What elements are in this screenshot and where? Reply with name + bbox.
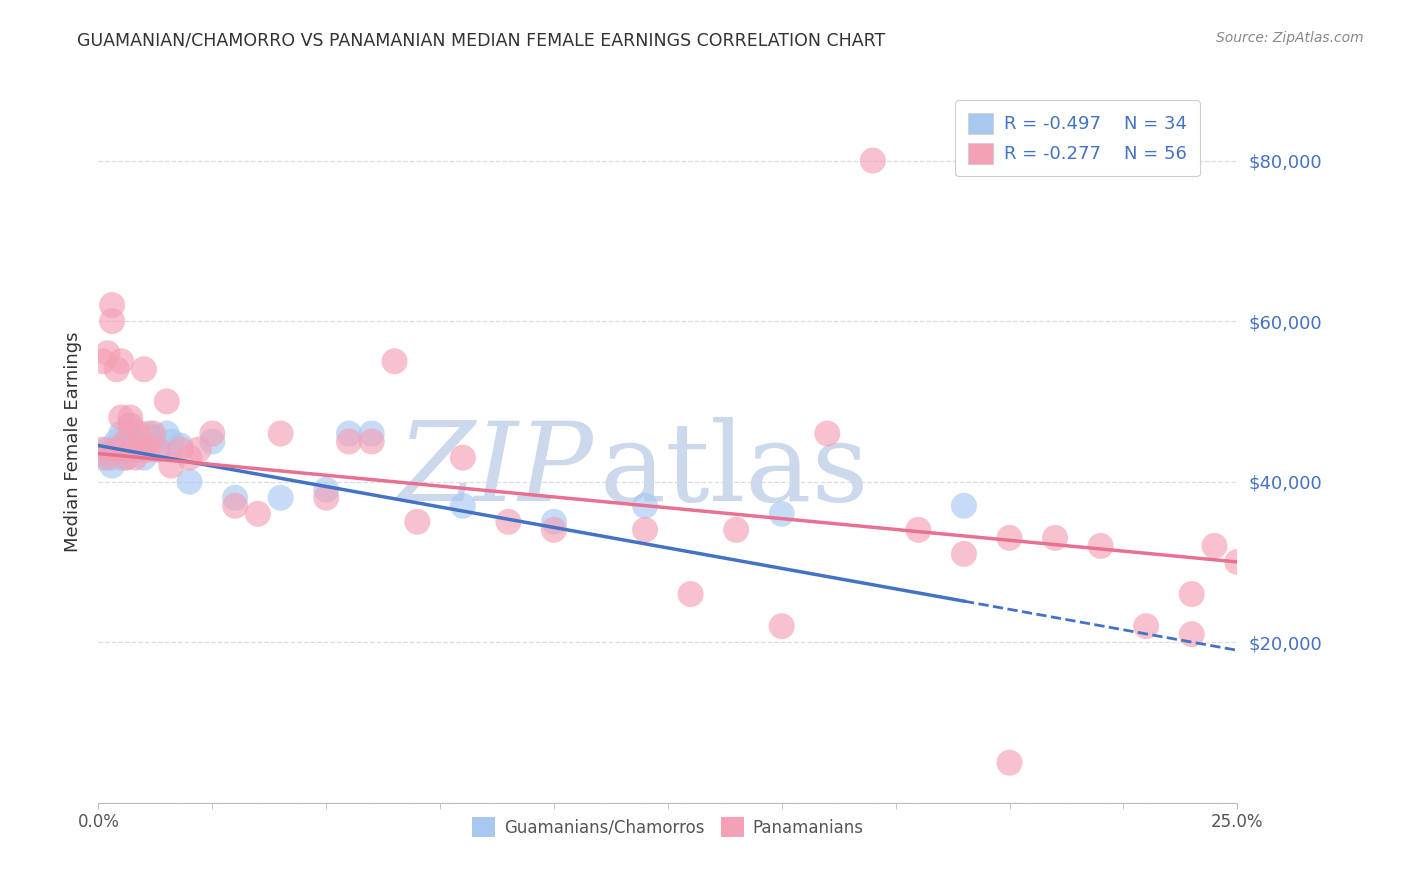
- Point: [101, 458, 124, 473]
- Point: [160, 434, 183, 449]
- Point: [953, 499, 976, 513]
- Point: [160, 458, 183, 473]
- Point: [120, 426, 142, 441]
- Point: [634, 523, 657, 537]
- Point: [1181, 627, 1204, 641]
- Point: [1226, 555, 1249, 569]
- Point: [132, 362, 155, 376]
- Point: [679, 587, 702, 601]
- Point: [96, 450, 118, 465]
- Point: [169, 438, 191, 452]
- Point: [96, 442, 118, 457]
- Point: [360, 434, 382, 449]
- Point: [1090, 539, 1112, 553]
- Point: [120, 410, 142, 425]
- Point: [124, 434, 146, 449]
- Point: [1181, 587, 1204, 601]
- Point: [953, 547, 976, 561]
- Point: [114, 438, 136, 452]
- Point: [498, 515, 520, 529]
- Point: [1204, 539, 1226, 553]
- Point: [337, 426, 360, 441]
- Legend: Guamanians/Chamorros, Panamanians: Guamanians/Chamorros, Panamanians: [464, 809, 872, 845]
- Point: [169, 442, 191, 457]
- Point: [110, 450, 132, 465]
- Point: [384, 354, 406, 368]
- Point: [91, 450, 114, 465]
- Point: [187, 442, 209, 457]
- Point: [114, 450, 136, 465]
- Point: [725, 523, 748, 537]
- Point: [105, 362, 128, 376]
- Point: [543, 523, 565, 537]
- Point: [142, 426, 165, 441]
- Point: [201, 434, 224, 449]
- Point: [360, 426, 382, 441]
- Point: [770, 507, 793, 521]
- Point: [128, 442, 150, 457]
- Point: [124, 450, 146, 465]
- Point: [1043, 531, 1066, 545]
- Point: [91, 354, 114, 368]
- Text: atlas: atlas: [599, 417, 869, 524]
- Point: [128, 426, 150, 441]
- Point: [862, 153, 884, 168]
- Point: [110, 426, 132, 441]
- Point: [132, 450, 155, 465]
- Point: [138, 426, 160, 441]
- Point: [114, 450, 136, 465]
- Point: [451, 450, 474, 465]
- Point: [315, 483, 337, 497]
- Point: [179, 475, 201, 489]
- Point: [815, 426, 838, 441]
- Point: [998, 756, 1021, 770]
- Point: [146, 442, 169, 457]
- Point: [105, 442, 128, 457]
- Point: [110, 410, 132, 425]
- Point: [101, 450, 124, 465]
- Point: [101, 314, 124, 328]
- Point: [201, 426, 224, 441]
- Point: [96, 446, 118, 460]
- Point: [120, 418, 142, 433]
- Point: [96, 346, 118, 360]
- Point: [270, 426, 292, 441]
- Point: [315, 491, 337, 505]
- Point: [146, 442, 169, 457]
- Point: [156, 426, 179, 441]
- Point: [1135, 619, 1157, 633]
- Point: [138, 442, 160, 457]
- Text: ZIP: ZIP: [398, 417, 593, 524]
- Point: [124, 442, 146, 457]
- Point: [120, 418, 142, 433]
- Point: [224, 499, 246, 513]
- Point: [451, 499, 474, 513]
- Point: [91, 442, 114, 457]
- Point: [246, 507, 269, 521]
- Point: [224, 491, 246, 505]
- Point: [156, 394, 179, 409]
- Point: [132, 442, 155, 457]
- Point: [270, 491, 292, 505]
- Point: [101, 298, 124, 312]
- Point: [998, 531, 1021, 545]
- Point: [179, 450, 201, 465]
- Y-axis label: Median Female Earnings: Median Female Earnings: [63, 331, 82, 552]
- Point: [907, 523, 929, 537]
- Point: [105, 442, 128, 457]
- Text: Source: ZipAtlas.com: Source: ZipAtlas.com: [1216, 31, 1364, 45]
- Point: [770, 619, 793, 633]
- Point: [105, 434, 128, 449]
- Point: [110, 354, 132, 368]
- Text: GUAMANIAN/CHAMORRO VS PANAMANIAN MEDIAN FEMALE EARNINGS CORRELATION CHART: GUAMANIAN/CHAMORRO VS PANAMANIAN MEDIAN …: [77, 31, 886, 49]
- Point: [543, 515, 565, 529]
- Point: [634, 499, 657, 513]
- Point: [142, 430, 165, 444]
- Point: [114, 434, 136, 449]
- Point: [406, 515, 429, 529]
- Point: [337, 434, 360, 449]
